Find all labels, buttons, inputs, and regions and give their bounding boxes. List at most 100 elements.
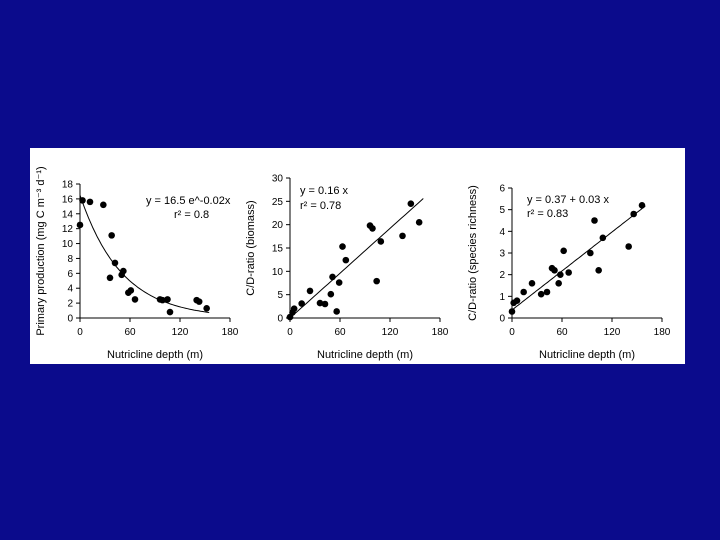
data-point xyxy=(399,232,406,240)
y-tick-label: 10 xyxy=(272,267,284,278)
data-point xyxy=(76,221,84,229)
data-point xyxy=(339,243,346,250)
data-point xyxy=(630,210,637,218)
x-tick-label: 180 xyxy=(432,327,449,338)
data-point xyxy=(127,287,135,294)
y-tick-label: 3 xyxy=(499,249,505,260)
y-tick-label: 4 xyxy=(499,227,505,238)
data-point xyxy=(321,300,329,308)
data-point xyxy=(290,305,298,312)
y-tick-label: 5 xyxy=(499,205,505,216)
data-point xyxy=(100,201,107,209)
x-tick-label: 0 xyxy=(77,327,83,338)
y-axis-title: Primary production (mg C m⁻³ d⁻¹) xyxy=(35,166,47,335)
data-point xyxy=(203,305,210,312)
equation-label: y = 16.5 e^-0.02x xyxy=(146,195,231,207)
data-point xyxy=(166,308,174,316)
data-point xyxy=(106,274,114,282)
data-point xyxy=(565,269,572,276)
y-tick-label: 15 xyxy=(272,244,284,255)
data-point xyxy=(316,299,324,307)
y-tick-label: 2 xyxy=(499,270,505,281)
y-tick-label: 18 xyxy=(62,180,74,191)
y-axis-title: C/D-ratio (biomass) xyxy=(245,200,257,295)
data-point xyxy=(557,271,564,278)
y-tick-label: 8 xyxy=(67,254,73,265)
y-tick-label: 14 xyxy=(62,209,74,220)
figure-panel: 0 2 4 6 8 10 12 14 16 18 0 60 120 180 Nutricline depth… xyxy=(30,148,685,364)
x-axis-title: Nutricline depth (m) xyxy=(107,349,203,361)
x-tick-label: 120 xyxy=(382,327,399,338)
data-point xyxy=(373,277,380,285)
data-point xyxy=(306,287,314,295)
fit-line xyxy=(289,198,424,319)
x-tick-label: 0 xyxy=(287,327,293,338)
chart-2: 0 5 10 15 20 25 30 0 60 120 180 Nutricline depth (m… xyxy=(245,174,449,362)
data-point xyxy=(369,225,376,232)
y-tick-label: 2 xyxy=(67,299,73,310)
data-point xyxy=(329,273,336,281)
data-point xyxy=(335,279,343,286)
data-point xyxy=(560,247,567,255)
x-tick-label: 60 xyxy=(334,327,346,338)
data-point xyxy=(195,298,203,305)
x-tick-label: 60 xyxy=(556,327,568,338)
data-point xyxy=(513,297,521,304)
data-point xyxy=(595,267,602,274)
r2-label: r² = 0.78 xyxy=(300,200,341,212)
data-point xyxy=(551,267,558,274)
y-tick-label: 4 xyxy=(67,284,73,295)
data-point xyxy=(131,296,139,303)
data-point xyxy=(555,280,562,287)
x-axis-title: Nutricline depth (m) xyxy=(317,349,413,361)
equation-label: y = 0.16 x xyxy=(300,185,349,197)
y-tick-label: 12 xyxy=(62,224,74,235)
data-point xyxy=(159,296,166,304)
data-point xyxy=(520,288,527,296)
y-tick-label: 10 xyxy=(62,239,74,250)
y-tick-label: 0 xyxy=(67,314,73,325)
y-tick-label: 30 xyxy=(272,174,284,185)
data-point xyxy=(543,288,551,296)
data-point xyxy=(377,238,385,245)
data-point xyxy=(415,219,423,226)
x-tick-label: 120 xyxy=(604,327,621,338)
data-point xyxy=(599,234,607,242)
data-point xyxy=(164,296,171,303)
y-tick-label: 6 xyxy=(499,184,505,195)
data-point xyxy=(327,290,335,298)
fit-line xyxy=(79,195,210,313)
y-tick-label: 20 xyxy=(272,220,284,231)
y-tick-label: 16 xyxy=(62,194,74,205)
r2-label: r² = 0.83 xyxy=(527,208,568,220)
data-point xyxy=(108,232,115,239)
data-point xyxy=(342,256,350,264)
data-point xyxy=(86,198,94,206)
y-tick-label: 0 xyxy=(277,314,283,325)
data-point xyxy=(111,259,119,267)
y-tick-label: 5 xyxy=(277,290,283,301)
y-tick-label: 0 xyxy=(499,314,505,325)
x-tick-label: 180 xyxy=(222,327,239,338)
y-tick-label: 25 xyxy=(272,197,284,208)
r2-label: r² = 0.8 xyxy=(174,209,209,221)
x-tick-label: 60 xyxy=(124,327,136,338)
data-point xyxy=(333,308,340,315)
x-tick-label: 120 xyxy=(172,327,189,338)
data-point xyxy=(587,249,594,257)
data-point xyxy=(625,243,632,250)
data-point xyxy=(537,290,545,298)
data-point xyxy=(528,280,536,287)
y-tick-label: 1 xyxy=(499,292,505,303)
x-tick-label: 180 xyxy=(654,327,671,338)
y-axis-title: C/D-ratio (species richness) xyxy=(467,185,479,321)
data-point xyxy=(298,300,305,307)
data-point xyxy=(79,197,86,204)
fit-line xyxy=(511,205,646,311)
equation-label: y = 0.37 + 0.03 x xyxy=(527,194,609,206)
data-point xyxy=(508,308,516,315)
x-axis-title: Nutricline depth (m) xyxy=(539,349,635,361)
